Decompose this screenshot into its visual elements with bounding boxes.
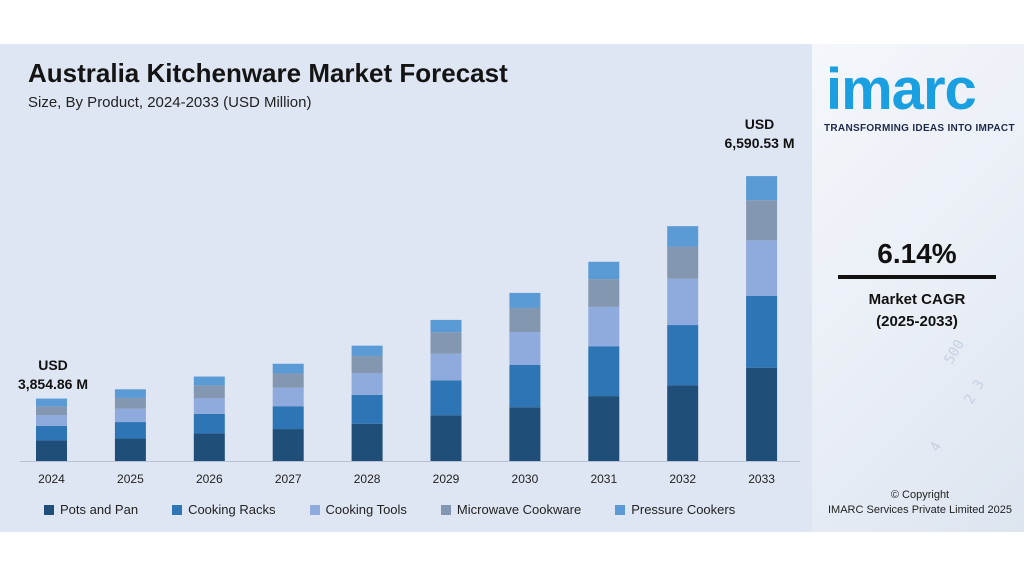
bar-segment-pots-and-pan-2033 bbox=[746, 367, 778, 461]
bar-segment-microwave-cookware-2033 bbox=[746, 200, 778, 241]
bar-segment-pressure-cookers-2031 bbox=[588, 261, 620, 280]
legend-item: Pots and Pan bbox=[44, 502, 138, 517]
bar-segment-cooking-racks-2030 bbox=[509, 365, 541, 408]
chart-subtitle: Size, By Product, 2024-2033 (USD Million… bbox=[28, 94, 312, 111]
bar-segment-cooking-racks-2028 bbox=[351, 394, 383, 424]
bar-segment-microwave-cookware-2030 bbox=[509, 307, 541, 333]
bar-segment-cooking-tools-2027 bbox=[272, 387, 304, 407]
bar-segment-pots-and-pan-2026 bbox=[193, 433, 225, 461]
brand-tagline: TRANSFORMING IDEAS INTO IMPACT bbox=[824, 123, 1015, 134]
first-annotation-currency: USD bbox=[38, 357, 68, 373]
bar-segment-microwave-cookware-2032 bbox=[667, 246, 699, 279]
bar-segment-pressure-cookers-2025 bbox=[114, 389, 146, 398]
bar-segment-cooking-tools-2033 bbox=[746, 240, 778, 296]
legend-label: Pressure Cookers bbox=[631, 502, 736, 517]
x-tick-label: 2029 bbox=[433, 472, 460, 486]
bar-segment-cooking-racks-2029 bbox=[430, 380, 462, 416]
imarc-logo: imarc bbox=[826, 57, 977, 122]
legend-swatch bbox=[172, 504, 183, 515]
legend-label: Cooking Tools bbox=[325, 502, 407, 517]
bar-segment-pots-and-pan-2031 bbox=[588, 396, 620, 461]
bar-segment-pressure-cookers-2027 bbox=[272, 363, 304, 374]
legend-swatch bbox=[615, 504, 626, 515]
stacked-bar-chart: 2024 2025 2026 2027 2028 2029 2030 2031 2032 2033 bbox=[20, 176, 800, 486]
cagr-label-block: Market CAGR (2025-2033) bbox=[838, 289, 996, 333]
decor-number: 2 3 bbox=[961, 377, 988, 407]
bar-segment-cooking-racks-2024 bbox=[36, 425, 67, 441]
x-tick-label: 2030 bbox=[512, 472, 539, 486]
copyright-line: © Copyright bbox=[890, 489, 950, 501]
bar-segment-microwave-cookware-2029 bbox=[430, 332, 462, 354]
cagr-divider bbox=[838, 275, 996, 279]
first-year-annotation: USD 3,854.86 M bbox=[8, 356, 98, 394]
legend-item: Cooking Tools bbox=[309, 502, 407, 517]
cagr-label: Market CAGR bbox=[868, 291, 966, 308]
bar-segment-cooking-tools-2028 bbox=[351, 373, 383, 395]
side-panel: 500 4 2 3 bbox=[812, 44, 1024, 532]
legend-swatch bbox=[440, 504, 451, 515]
decor-number: 4 bbox=[927, 439, 946, 455]
first-annotation-value: 3,854.86 M bbox=[17, 376, 89, 392]
legend-swatch bbox=[44, 504, 54, 515]
x-tick-label: 2028 bbox=[354, 472, 381, 486]
x-tick-label: 2027 bbox=[275, 472, 302, 486]
bar-segment-pots-and-pan-2027 bbox=[272, 429, 304, 461]
legend-item: Cooking Racks bbox=[172, 502, 276, 517]
bar-segment-cooking-tools-2032 bbox=[667, 278, 699, 326]
bar-segment-pots-and-pan-2024 bbox=[36, 440, 67, 461]
cagr-period: (2025-2033) bbox=[876, 313, 958, 330]
bar-segment-pots-and-pan-2030 bbox=[509, 407, 541, 461]
bar-segment-pressure-cookers-2032 bbox=[667, 226, 699, 247]
bar-segment-cooking-racks-2025 bbox=[114, 422, 146, 439]
bar-segment-cooking-tools-2026 bbox=[193, 398, 225, 414]
bar-segment-pressure-cookers-2028 bbox=[351, 345, 383, 356]
bar-segment-cooking-racks-2026 bbox=[193, 413, 225, 434]
bar-segment-cooking-tools-2030 bbox=[509, 332, 541, 366]
bar-segment-cooking-racks-2031 bbox=[588, 346, 620, 397]
bar-segment-pots-and-pan-2029 bbox=[430, 415, 462, 461]
x-tick-label: 2031 bbox=[590, 472, 617, 486]
legend-item: Pressure Cookers bbox=[615, 502, 735, 517]
bar-segment-pressure-cookers-2033 bbox=[746, 176, 778, 201]
x-tick-label: 2024 bbox=[38, 472, 65, 486]
x-tick-label: 2026 bbox=[196, 472, 223, 486]
bar-segment-cooking-racks-2027 bbox=[272, 406, 304, 430]
chart-legend: Pots and Pan Cooking Racks Cooking Tools Mi… bbox=[44, 502, 769, 517]
bar-segment-cooking-tools-2031 bbox=[588, 306, 620, 347]
bar-segment-cooking-tools-2029 bbox=[430, 353, 462, 381]
bar-segment-microwave-cookware-2031 bbox=[588, 279, 620, 307]
bar-segment-cooking-racks-2032 bbox=[667, 325, 699, 386]
cagr-value: 6.14% bbox=[877, 238, 957, 269]
legend-item: Microwave Cookware bbox=[440, 502, 582, 517]
bar-segment-cooking-racks-2033 bbox=[746, 295, 778, 368]
copyright-company: IMARC Services Private Limited 2025 bbox=[827, 504, 1012, 516]
bar-segment-pressure-cookers-2026 bbox=[193, 376, 225, 386]
x-tick-label: 2025 bbox=[117, 472, 144, 486]
last-year-annotation: USD 6,590.53 M bbox=[712, 115, 807, 153]
bar-segment-cooking-tools-2025 bbox=[114, 408, 146, 423]
copyright-block: © Copyright IMARC Services Private Limit… bbox=[822, 488, 1018, 518]
bar-segment-pressure-cookers-2024 bbox=[36, 398, 67, 407]
bar-segment-microwave-cookware-2027 bbox=[272, 373, 304, 388]
bar-segment-pots-and-pan-2028 bbox=[351, 423, 383, 461]
legend-label: Cooking Racks bbox=[188, 502, 276, 517]
bar-segment-microwave-cookware-2026 bbox=[193, 385, 225, 399]
bar-segment-microwave-cookware-2025 bbox=[114, 397, 146, 409]
last-annotation-value: 6,590.53 M bbox=[724, 135, 795, 151]
chart-title: Australia Kitchenware Market Forecast bbox=[28, 58, 508, 88]
x-tick-label: 2032 bbox=[669, 472, 696, 486]
x-tick-label: 2033 bbox=[748, 472, 775, 486]
legend-swatch bbox=[309, 504, 320, 515]
bar-segment-microwave-cookware-2028 bbox=[351, 355, 383, 374]
last-annotation-currency: USD bbox=[744, 116, 775, 132]
bar-segment-pots-and-pan-2032 bbox=[667, 385, 699, 461]
bar-segment-microwave-cookware-2024 bbox=[36, 406, 67, 416]
legend-label: Microwave Cookware bbox=[456, 502, 582, 517]
bar-segment-pressure-cookers-2029 bbox=[430, 319, 462, 333]
bar-segment-pots-and-pan-2025 bbox=[114, 438, 146, 461]
bar-segment-cooking-tools-2024 bbox=[36, 415, 67, 426]
decor-number: 500 bbox=[941, 337, 968, 367]
bar-segment-pressure-cookers-2030 bbox=[509, 292, 541, 308]
legend-label: Pots and Pan bbox=[60, 502, 139, 517]
